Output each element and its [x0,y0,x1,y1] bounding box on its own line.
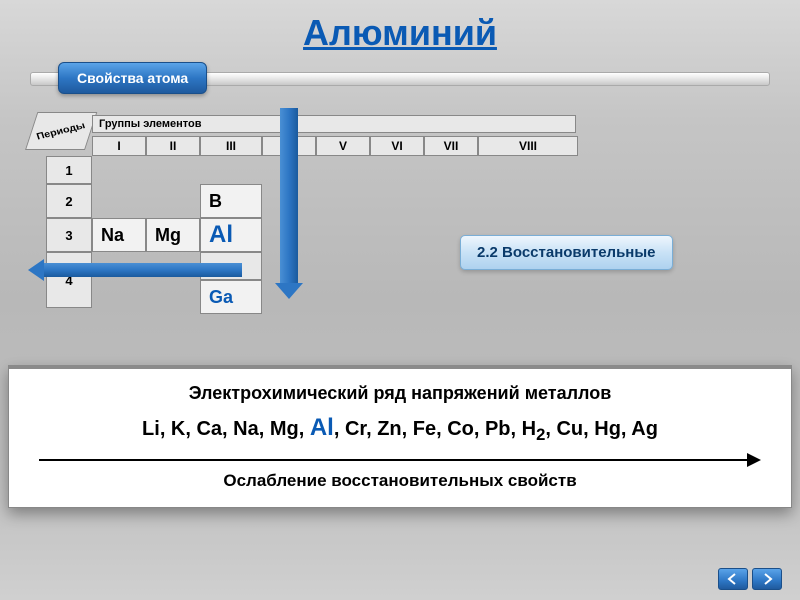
group-header: III [200,136,262,156]
prev-button[interactable] [718,568,748,590]
cell-B: B [200,184,262,218]
nav-buttons [718,568,782,590]
page-title: Алюминий [0,0,800,54]
period-number: 3 [46,218,92,252]
cell-Al: Al [200,218,262,252]
series-list: Li, K, Ca, Na, Mg, Al, Cr, Zn, Fe, Co, P… [19,414,781,445]
period-number: 1 [46,156,92,184]
periods-label: Периоды [25,112,97,150]
group-header: VI [370,136,424,156]
group-headers: IIIIIIIVVVIVIIVIII [92,136,578,156]
reducing-badge: 2.2 Восстановительные [460,235,673,270]
group-header: VIII [478,136,578,156]
group-header: II [146,136,200,156]
electrochemical-series: Электрохимический ряд напряжений металло… [8,365,792,508]
group-header: VII [424,136,478,156]
series-arrow-icon [39,457,761,463]
arrow-left-icon [28,259,242,281]
group-header: I [92,136,146,156]
cell-Na: Na [92,218,146,252]
period-numbers: 1234 [46,156,92,308]
cell-Mg: Mg [146,218,200,252]
series-caption: Ослабление восстановительных свойств [19,471,781,491]
series-title: Электрохимический ряд напряжений металло… [19,383,781,404]
cell-Ga: Ga [200,280,262,314]
section-badge: Свойства атома [58,62,207,94]
section-bar: Свойства атома [30,62,770,94]
group-header: V [316,136,370,156]
next-button[interactable] [752,568,782,590]
period-number: 2 [46,184,92,218]
arrow-down-icon [280,108,303,299]
groups-label: Группы элементов [92,115,576,133]
